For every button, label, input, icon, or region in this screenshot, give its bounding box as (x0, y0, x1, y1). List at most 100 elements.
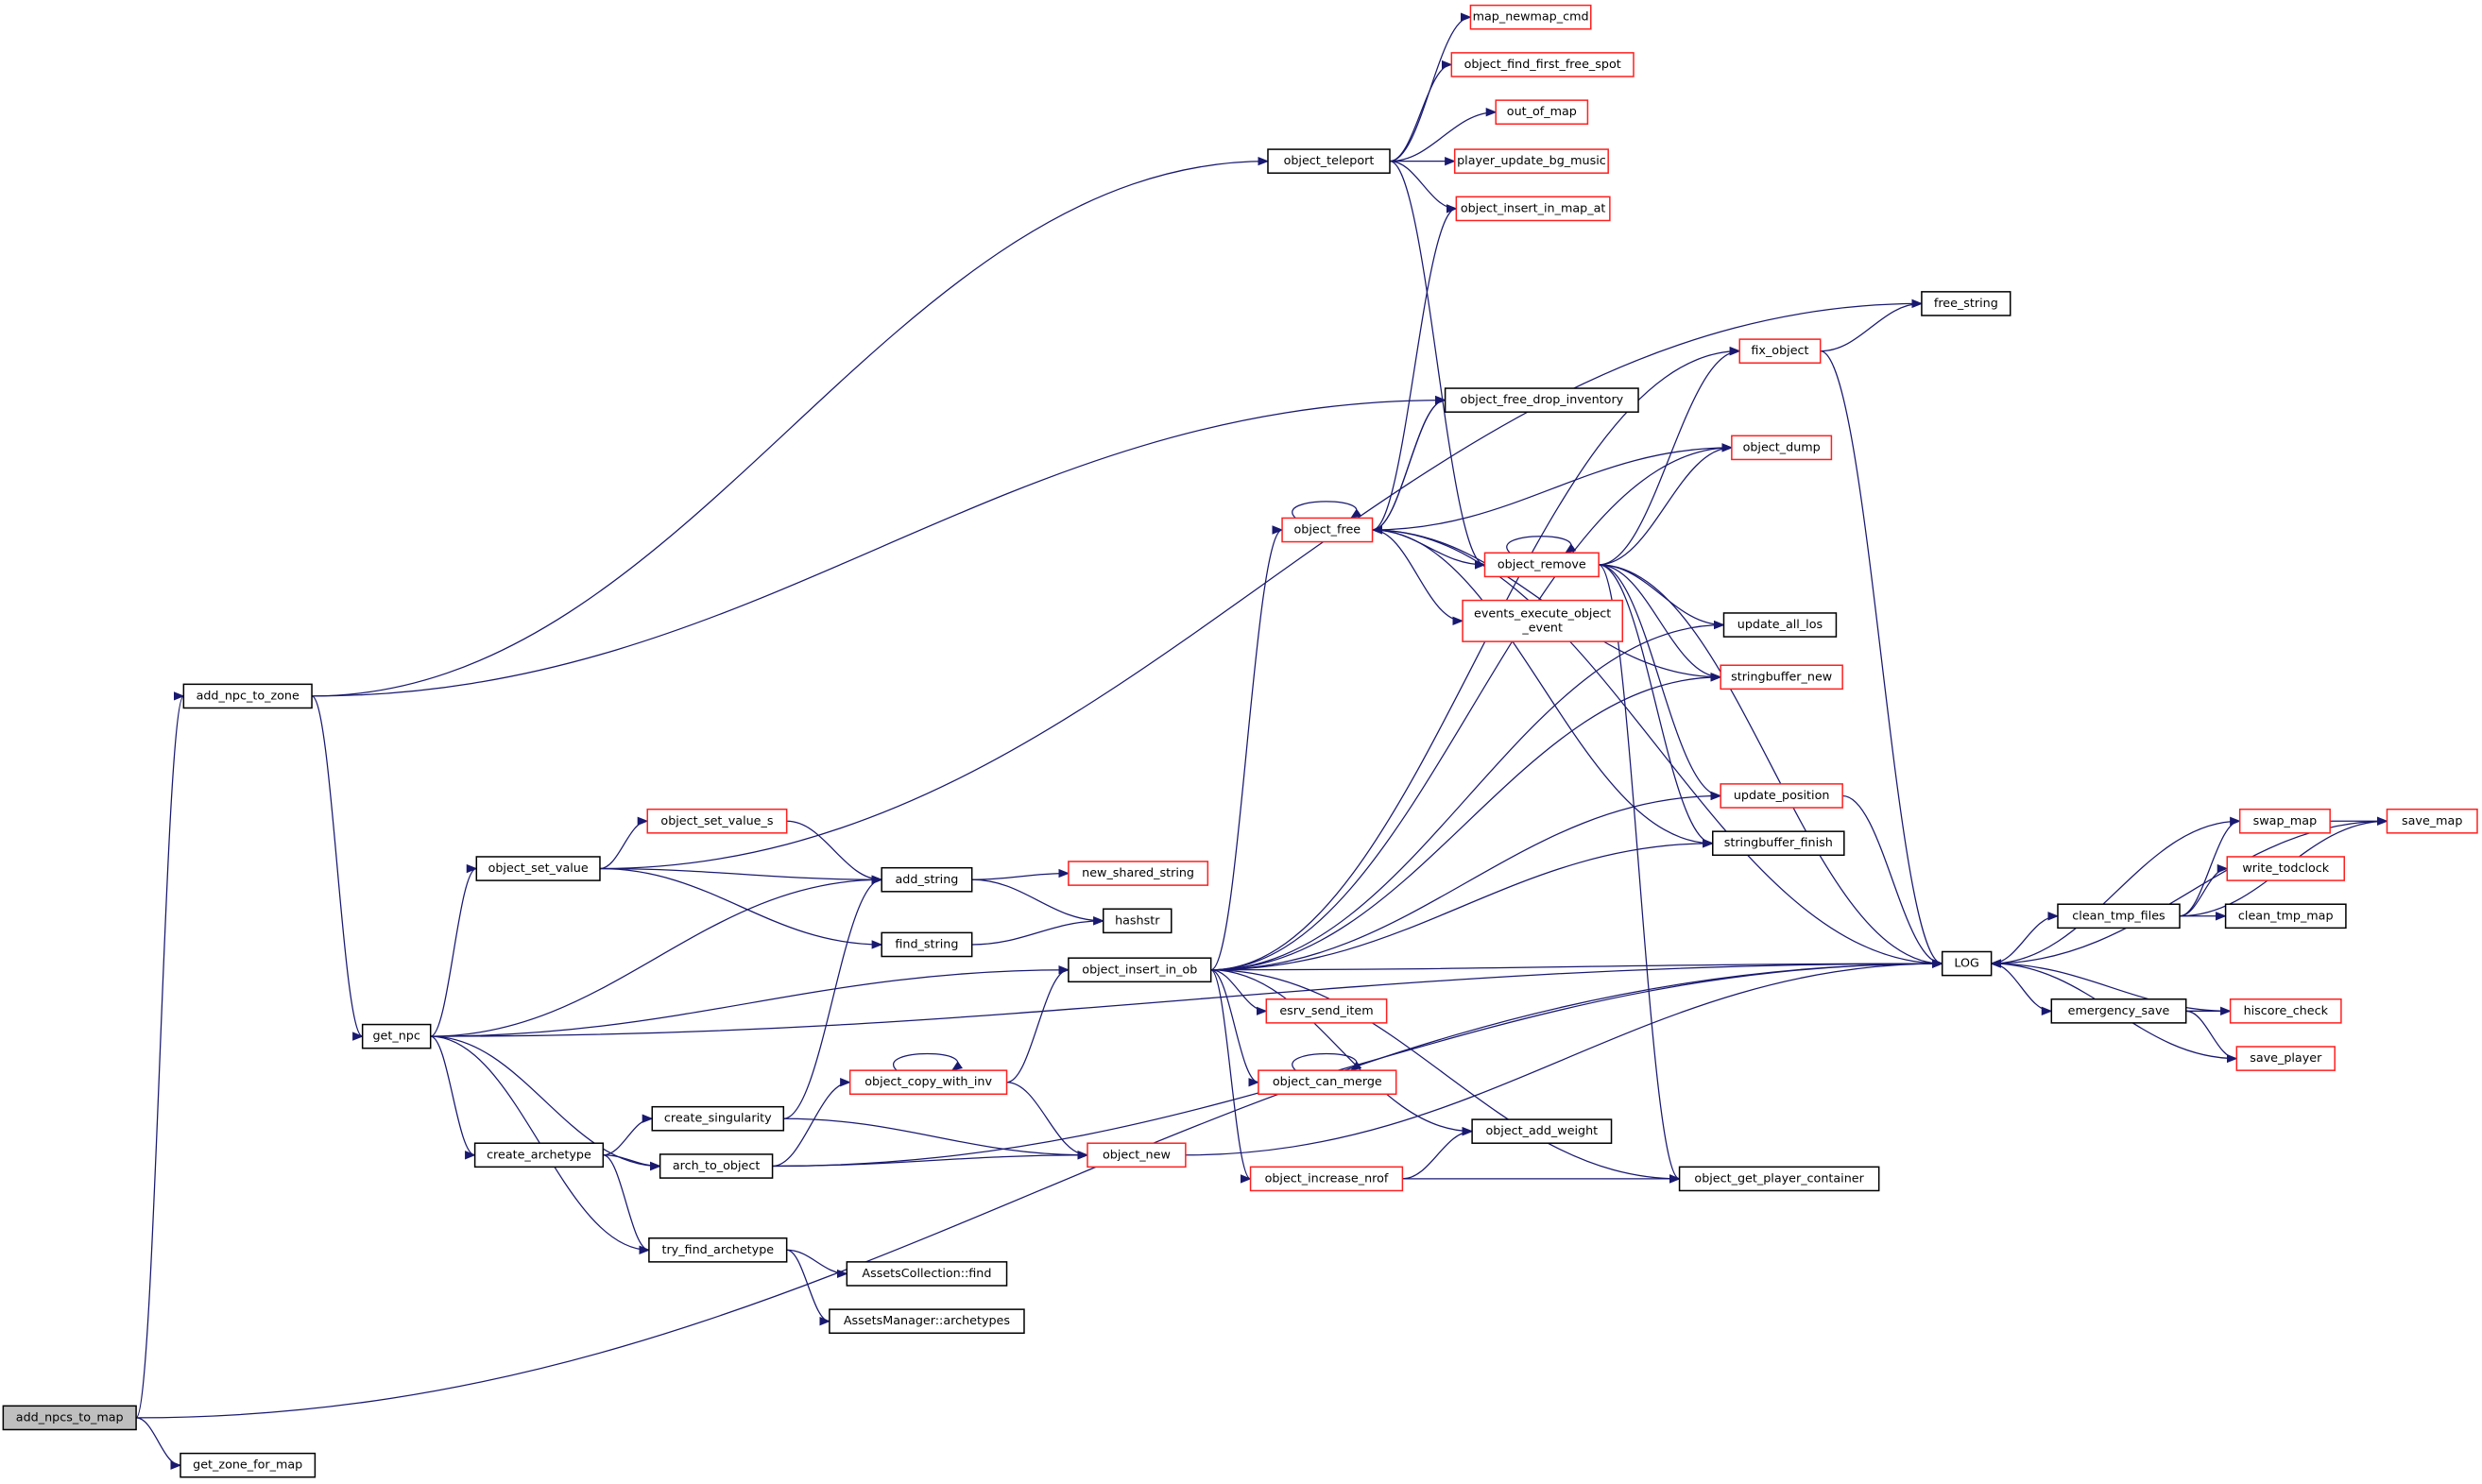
node-write-todclock[interactable]: write_todclock (2226, 856, 2345, 881)
node-label: object_set_value_s (660, 814, 773, 828)
node-label: object_increase_nrof (1265, 1171, 1389, 1185)
node-object-copy-with-inv[interactable]: object_copy_with_inv (848, 1069, 1008, 1096)
node-assets-collection-find[interactable]: AssetsCollection::find (846, 1261, 1008, 1287)
node-object-find-first-free-spot[interactable]: object_find_first_free_spot (1450, 52, 1635, 77)
nodes-layer: add_npcs_to_map get_zone_for_map add_npc_t… (2, 4, 2478, 1478)
edge-create-archetype-to-create-singularity (603, 1114, 654, 1156)
node-assets-manager-archetypes[interactable]: AssetsManager::archetypes (829, 1308, 1025, 1335)
node-box (1087, 1142, 1187, 1168)
node-label: hiscore_check (2244, 1004, 2329, 1018)
edge-add-npcs-to-map-to-LOG (136, 959, 1943, 1419)
node-label: get_npc (372, 1030, 419, 1044)
edge-object-free-to-LOG (1372, 529, 1943, 968)
node-add-npcs-to-map[interactable]: add_npcs_to_map (2, 1405, 137, 1431)
node-object-remove[interactable]: object_remove (1483, 552, 1600, 578)
node-update-position[interactable]: update_position (1720, 783, 1843, 809)
node-save-map[interactable]: save_map (2386, 808, 2478, 834)
node-hiscore-check[interactable]: hiscore_check (2229, 998, 2342, 1024)
node-box (1068, 861, 1209, 886)
node-object-insert-in-ob[interactable]: object_insert_in_ob (1068, 957, 1212, 983)
node-box (2229, 998, 2342, 1024)
node-create-singularity[interactable]: create_singularity (651, 1105, 785, 1132)
node-try-find-archetype[interactable]: try_find_archetype (648, 1237, 788, 1263)
node-object-dump[interactable]: object_dump (1731, 435, 1833, 461)
node-map-newmap-cmd[interactable]: map_newmap_cmd (1469, 4, 1592, 30)
node-get-zone-for-map[interactable]: get_zone_for_map (180, 1452, 317, 1478)
node-find-string[interactable]: find_string (881, 931, 973, 958)
node-label: stringbuffer_finish (1724, 836, 1833, 850)
node-label: add_string (896, 873, 959, 887)
node-object-insert-in-map-at[interactable]: object_insert_in_map_at (1455, 196, 1611, 222)
node-box (646, 808, 788, 834)
node-box (1720, 783, 1843, 809)
node-box (881, 866, 973, 893)
node-save-player[interactable]: save_player (2235, 1046, 2336, 1071)
node-box (2386, 808, 2478, 834)
edge-update-position-to-LOG (1842, 794, 1943, 968)
node-stringbuffer-finish[interactable]: stringbuffer_finish (1712, 830, 1845, 857)
node-new-shared-string[interactable]: new_shared_string (1068, 861, 1209, 886)
node-hashstr[interactable]: hashstr (1102, 908, 1173, 934)
node-box (2238, 808, 2331, 834)
node-out-of-map[interactable]: out_of_map (1495, 99, 1589, 126)
node-label: object_new (1103, 1148, 1171, 1162)
node-box (2, 1405, 137, 1431)
edge-object-insert-in-ob-to-stringbuffer-finish (1210, 839, 1714, 971)
node-label: object_insert_in_ob (1082, 963, 1197, 977)
node-emergency-save[interactable]: emergency_save (2050, 998, 2187, 1024)
node-clean-tmp-files[interactable]: clean_tmp_files (2057, 903, 2181, 930)
node-object-set-value-s[interactable]: object_set_value_s (646, 808, 788, 834)
node-label: object_find_first_free_spot (1464, 58, 1621, 72)
node-object-set-value[interactable]: object_set_value (475, 856, 601, 881)
node-free-string[interactable]: free_string (1921, 291, 2011, 316)
edge-object-teleport-to-object-remove (1389, 161, 1486, 570)
edge-fix-object-to-free-string (1820, 299, 1924, 352)
node-create-archetype[interactable]: create_archetype (473, 1142, 605, 1168)
node-label: out_of_map (1507, 105, 1577, 119)
node-add-string[interactable]: add_string (881, 866, 973, 893)
node-label: object_set_value (488, 861, 589, 876)
edge-LOG-to-emergency-save (1991, 963, 2053, 1015)
edge-object-increase-nrof-to-object-add-weight (1402, 1126, 1474, 1180)
node-stringbuffer-new[interactable]: stringbuffer_new (1720, 664, 1843, 691)
node-object-teleport[interactable]: object_teleport (1267, 148, 1391, 174)
edge-add-string-to-hashstr (971, 878, 1104, 926)
node-box (881, 931, 973, 958)
node-object-add-weight[interactable]: object_add_weight (1471, 1118, 1613, 1144)
edge-object-copy-with-inv-to-object-copy-with-inv (893, 1052, 964, 1071)
node-box (1738, 338, 1822, 364)
node-object-can-merge[interactable]: object_can_merge (1258, 1069, 1397, 1096)
node-object-free-drop-inventory[interactable]: object_free_drop_inventory (1444, 387, 1639, 413)
node-fix-object[interactable]: fix_object (1738, 338, 1822, 364)
node-update-all-los[interactable]: update_all_los (1722, 612, 1838, 638)
node-player-update-bg-music[interactable]: player_update_bg_music (1453, 148, 1609, 174)
node-clean-tmp-map[interactable]: clean_tmp_map (2224, 903, 2347, 930)
edge-try-find-archetype-to-assets-collection-find (786, 1249, 848, 1279)
node-box (651, 1105, 785, 1132)
node-box (848, 1069, 1008, 1096)
node-box (1720, 664, 1843, 691)
node-add-npc-to-zone[interactable]: add_npc_to_zone (182, 683, 313, 709)
node-events-execute-object-event[interactable]: events_execute_object_event (1462, 599, 1624, 642)
edge-create-archetype-to-try-find-archetype (603, 1154, 651, 1254)
node-box (475, 856, 601, 881)
node-esrv-send-item[interactable]: esrv_send_item (1265, 998, 1388, 1024)
edge-add-npc-to-zone-to-object-teleport (312, 156, 1270, 697)
node-swap-map[interactable]: swap_map (2238, 808, 2331, 834)
node-object-get-player-container[interactable]: object_get_player_container (1678, 1166, 1880, 1192)
node-object-increase-nrof[interactable]: object_increase_nrof (1249, 1166, 1404, 1192)
edge-object-insert-in-ob-to-object-free (1210, 525, 1284, 971)
node-object-new[interactable]: object_new (1087, 1142, 1187, 1168)
edge-object-remove-to-update-all-los (1599, 564, 1725, 630)
edge-object-remove-to-fix-object (1599, 347, 1741, 566)
node-box (2050, 998, 2187, 1024)
node-get-npc[interactable]: get_npc (361, 1023, 432, 1049)
node-arch-to-object[interactable]: arch_to_object (659, 1153, 774, 1179)
node-LOG[interactable]: LOG (1941, 950, 1993, 977)
edge-object-insert-in-ob-to-update-all-los (1210, 620, 1725, 971)
edge-get-npc-to-add-string (430, 875, 883, 1037)
node-box (473, 1142, 605, 1168)
edge-object-set-value-to-free-string (599, 299, 1924, 870)
node-label: clean_tmp_map (2238, 909, 2334, 923)
node-object-free[interactable]: object_free (1281, 517, 1374, 543)
